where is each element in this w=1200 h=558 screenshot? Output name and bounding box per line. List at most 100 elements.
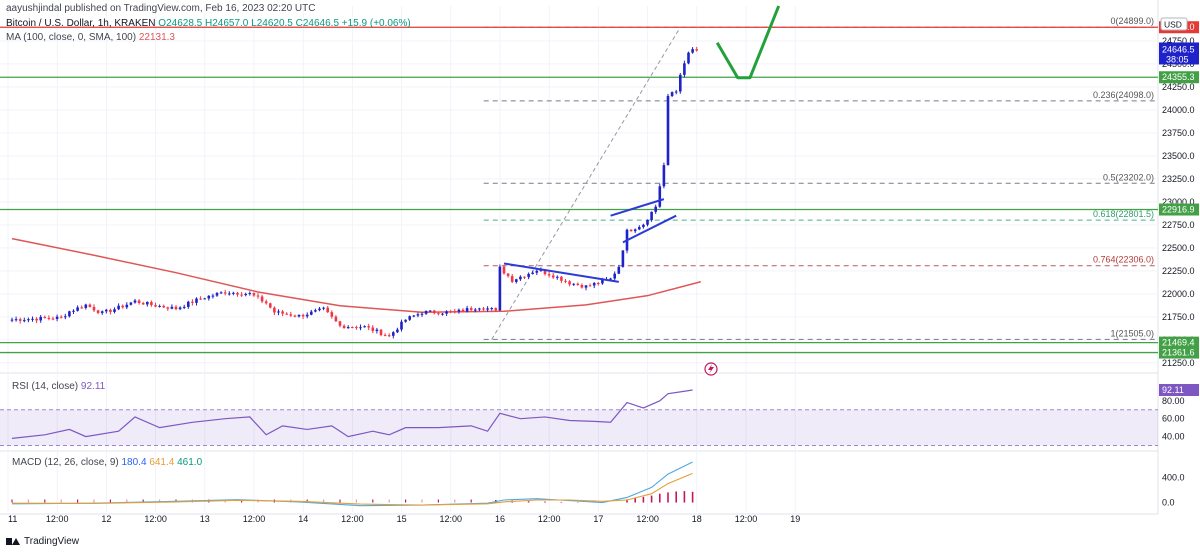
candle-body: [507, 274, 510, 277]
candle-body: [126, 305, 129, 308]
candle: [236, 292, 239, 297]
time-tick-label: 12:00: [636, 514, 659, 524]
candle: [478, 308, 481, 311]
candle-body: [335, 317, 338, 322]
candle-body: [556, 277, 559, 278]
time-tick-label: 12:00: [144, 514, 167, 524]
support-price-tag: 22916.9: [1162, 205, 1195, 215]
candle-body: [244, 294, 247, 295]
candle-body: [404, 320, 407, 322]
candle: [458, 308, 461, 313]
candle: [490, 307, 493, 310]
candle-body: [495, 308, 498, 310]
candle-body: [216, 293, 219, 296]
price-tick-label: 21750.0: [1162, 312, 1195, 322]
candle-body: [277, 311, 280, 312]
time-tick-label: 12: [101, 514, 111, 524]
ma-label: MA (100, close, 0, SMA, 100): [6, 32, 136, 43]
time-tick-label: 12:00: [46, 514, 69, 524]
candle: [212, 294, 215, 299]
candle-body: [302, 315, 305, 316]
candle-body: [577, 284, 580, 285]
candle: [134, 299, 137, 304]
ohlc-values: O24628.5 H24657.0 L24620.5 C24646.5 +15.…: [158, 18, 410, 29]
brand-footer[interactable]: TradingView: [6, 536, 79, 547]
macd-line-value: 641.4: [149, 457, 174, 468]
candle-body: [109, 310, 112, 312]
candle-body: [671, 92, 674, 96]
macd-histogram-bar: [528, 501, 530, 502]
candle-body: [175, 307, 178, 309]
candle: [265, 300, 268, 305]
candle: [19, 318, 22, 324]
rsi-legend[interactable]: RSI (14, close) 92.11: [12, 381, 105, 392]
macd-histogram-bar: [44, 500, 45, 503]
candle-body: [52, 319, 55, 320]
time-tick-label: 17: [593, 514, 603, 524]
time-tick-label: 19: [790, 514, 800, 524]
ma-legend[interactable]: MA (100, close, 0, SMA, 100) 22131.3: [6, 32, 175, 43]
candle: [195, 297, 198, 305]
candle: [663, 163, 666, 189]
candle: [470, 306, 473, 311]
candle-body: [113, 309, 116, 312]
candle-body: [478, 308, 481, 309]
macd-legend[interactable]: MACD (12, 26, close, 9) 180.4 641.4 461.…: [12, 457, 202, 468]
candle-body: [64, 316, 67, 317]
candle: [80, 305, 83, 308]
candle-body: [171, 307, 174, 309]
candle-body: [232, 293, 235, 294]
candle-body: [11, 320, 14, 321]
candle-body: [499, 267, 502, 311]
price-tick-label: 23750.0: [1162, 128, 1195, 138]
fib-level-label: 0.236(24098.0): [1093, 90, 1154, 100]
candle-body: [367, 326, 370, 327]
candle-body: [585, 285, 588, 287]
candle-body: [413, 316, 416, 317]
fib-retracement: 0(24899.0)0.236(24098.0)0.5(23202.0)0.61…: [484, 16, 1156, 339]
candle: [388, 333, 391, 337]
candle-body: [552, 275, 555, 277]
fib-level-label: 0.764(22306.0): [1093, 255, 1154, 265]
candle-body: [343, 326, 346, 328]
candle-body: [187, 302, 190, 307]
candle-body: [482, 308, 485, 309]
candle-body: [158, 306, 161, 307]
time-tick-label: 12:00: [735, 514, 758, 524]
projection-path: [705, 6, 779, 375]
candle-body: [130, 303, 133, 305]
symbol-title[interactable]: Bitcoin / U.S. Dollar, 1h, KRAKEN: [6, 18, 156, 29]
candle-body: [117, 306, 120, 309]
candle-body: [31, 319, 34, 320]
candle-body: [560, 277, 563, 281]
event-marker-icon: [705, 363, 717, 375]
price-axis: 21250.021500.021750.022000.022250.022500…: [1159, 18, 1199, 508]
candle: [203, 298, 206, 300]
price-tick-label: 22500.0: [1162, 243, 1195, 253]
candle-body: [220, 292, 223, 293]
candle: [290, 312, 293, 317]
candle-body: [191, 302, 194, 303]
macd-histogram-bar: [389, 500, 390, 503]
candle: [425, 310, 428, 315]
support-price-tag: 21361.6: [1162, 348, 1195, 358]
candle-body: [659, 186, 662, 206]
candle: [577, 282, 580, 285]
candle-body: [179, 307, 182, 309]
rsi-tick-label: 40.00: [1162, 432, 1185, 442]
price-tick-label: 22000.0: [1162, 289, 1195, 299]
candle: [11, 318, 14, 323]
candle-body: [212, 296, 215, 297]
candle: [445, 310, 448, 316]
candle-body: [663, 165, 666, 186]
price-tick-label: 21250.0: [1162, 358, 1195, 368]
candle-body: [326, 308, 329, 312]
candle: [507, 273, 510, 277]
candles: [11, 47, 698, 339]
candle: [683, 61, 686, 78]
time-tick-label: 13: [200, 514, 210, 524]
candle-body: [331, 312, 334, 317]
candle-body: [253, 293, 256, 295]
